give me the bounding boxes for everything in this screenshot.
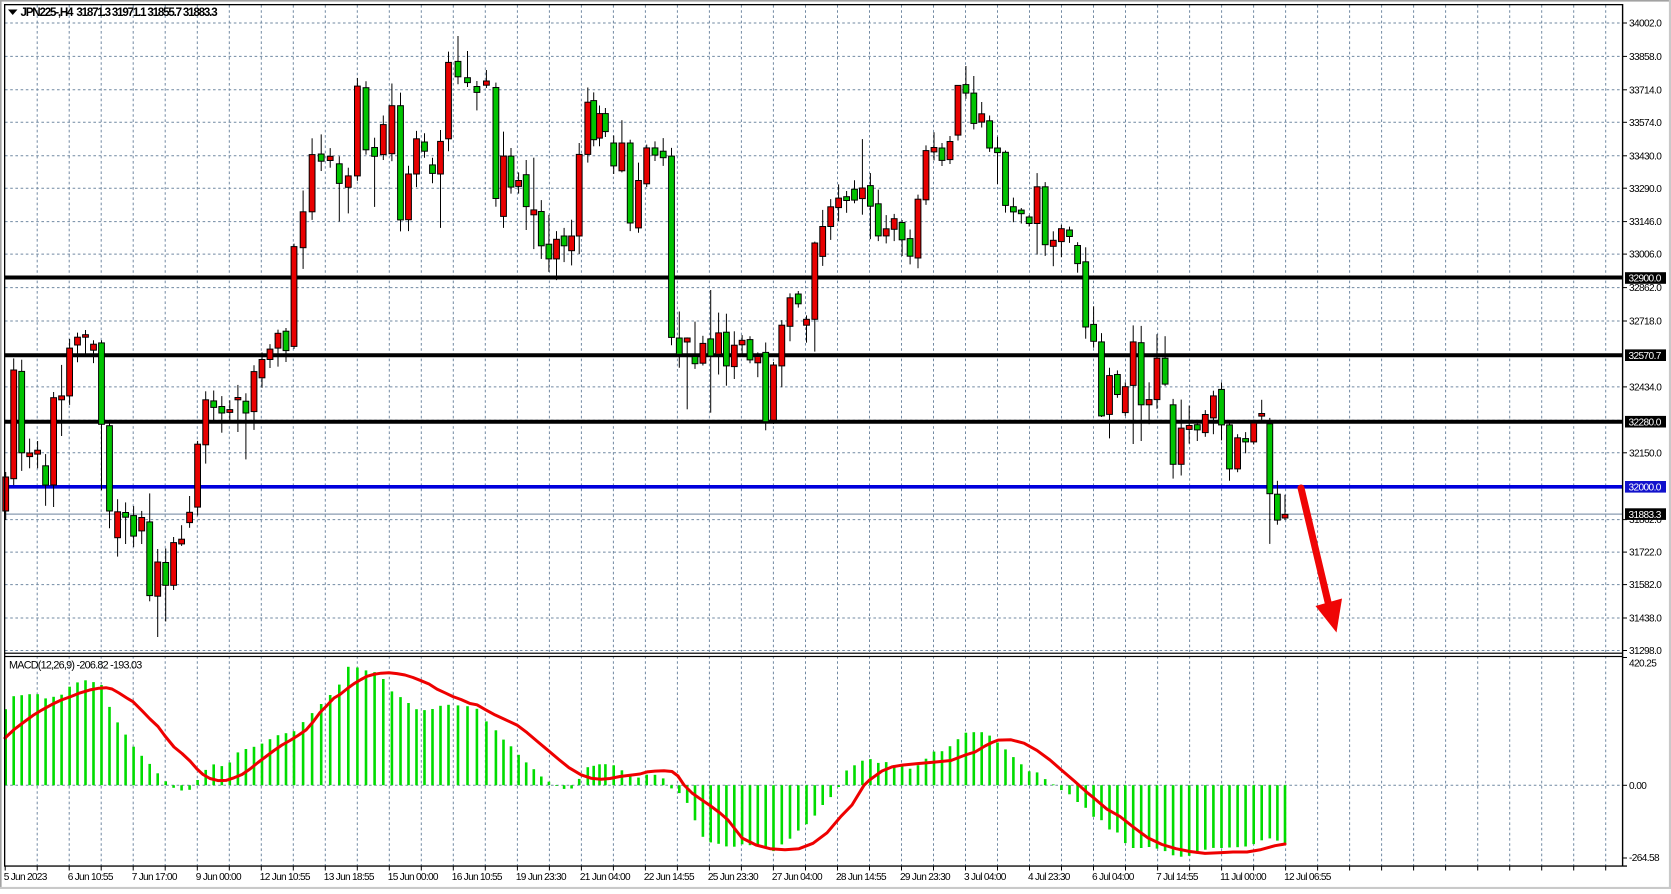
svg-text:0.00: 0.00 bbox=[1629, 781, 1647, 792]
svg-text:MACD(12,26,9) -206.82 -193.03: MACD(12,26,9) -206.82 -193.03 bbox=[9, 660, 142, 672]
svg-text:13 Jun 18:55: 13 Jun 18:55 bbox=[324, 872, 375, 883]
svg-text:33858.0: 33858.0 bbox=[1629, 52, 1662, 63]
svg-text:33006.0: 33006.0 bbox=[1629, 250, 1662, 261]
svg-text:32434.0: 32434.0 bbox=[1629, 383, 1662, 394]
svg-text:JPN225-,H4 31871.3 31971.1 31: JPN225-,H4 31871.3 31971.1 31855.7 31883… bbox=[21, 6, 219, 19]
svg-text:4 Jul 23:30: 4 Jul 23:30 bbox=[1028, 872, 1071, 883]
svg-text:7 Jul 14:55: 7 Jul 14:55 bbox=[1156, 872, 1199, 883]
svg-text:29 Jun 23:30: 29 Jun 23:30 bbox=[900, 872, 951, 883]
svg-text:32150.0: 32150.0 bbox=[1629, 448, 1662, 459]
svg-text:6 Jul 04:00: 6 Jul 04:00 bbox=[1092, 872, 1135, 883]
svg-text:28 Jun 14:55: 28 Jun 14:55 bbox=[836, 872, 887, 883]
svg-text:19 Jun 23:30: 19 Jun 23:30 bbox=[516, 872, 567, 883]
svg-text:6 Jun 10:55: 6 Jun 10:55 bbox=[68, 872, 114, 883]
svg-text:9 Jun 00:00: 9 Jun 00:00 bbox=[196, 872, 242, 883]
svg-text:34002.0: 34002.0 bbox=[1629, 19, 1662, 30]
svg-text:31862.0: 31862.0 bbox=[1629, 515, 1662, 526]
svg-text:420.25: 420.25 bbox=[1629, 659, 1657, 670]
svg-text:32570.7: 32570.7 bbox=[1629, 351, 1662, 362]
svg-text:32900.0: 32900.0 bbox=[1629, 274, 1662, 285]
svg-text:33574.0: 33574.0 bbox=[1629, 118, 1662, 129]
svg-text:32718.0: 32718.0 bbox=[1629, 317, 1662, 328]
svg-text:16 Jun 10:55: 16 Jun 10:55 bbox=[452, 872, 503, 883]
svg-text:12 Jun 10:55: 12 Jun 10:55 bbox=[260, 872, 311, 883]
svg-text:21 Jun 04:00: 21 Jun 04:00 bbox=[580, 872, 631, 883]
svg-text:33714.0: 33714.0 bbox=[1629, 85, 1662, 96]
svg-text:22 Jun 14:55: 22 Jun 14:55 bbox=[644, 872, 695, 883]
svg-text:33146.0: 33146.0 bbox=[1629, 217, 1662, 228]
svg-text:31722.0: 31722.0 bbox=[1629, 548, 1662, 559]
svg-text:11 Jul 00:00: 11 Jul 00:00 bbox=[1220, 872, 1267, 883]
svg-text:33430.0: 33430.0 bbox=[1629, 151, 1662, 162]
svg-text:33290.0: 33290.0 bbox=[1629, 184, 1662, 195]
svg-text:5 Jun 2023: 5 Jun 2023 bbox=[4, 872, 48, 883]
svg-text:-264.58: -264.58 bbox=[1629, 853, 1660, 864]
svg-text:12 Jul 06:55: 12 Jul 06:55 bbox=[1284, 872, 1332, 883]
svg-text:32000.0: 32000.0 bbox=[1629, 483, 1662, 494]
svg-text:25 Jun 23:30: 25 Jun 23:30 bbox=[708, 872, 759, 883]
svg-text:7 Jun 17:00: 7 Jun 17:00 bbox=[132, 872, 178, 883]
svg-text:31582.0: 31582.0 bbox=[1629, 580, 1662, 591]
svg-text:32862.0: 32862.0 bbox=[1629, 283, 1662, 294]
svg-text:31883.3: 31883.3 bbox=[1629, 510, 1662, 521]
svg-text:3 Jul 04:00: 3 Jul 04:00 bbox=[964, 872, 1007, 883]
svg-text:15 Jun 00:00: 15 Jun 00:00 bbox=[388, 872, 439, 883]
svg-text:27 Jun 04:00: 27 Jun 04:00 bbox=[772, 872, 823, 883]
svg-text:32280.0: 32280.0 bbox=[1629, 417, 1662, 428]
svg-text:31438.0: 31438.0 bbox=[1629, 614, 1662, 625]
svg-text:31298.0: 31298.0 bbox=[1629, 646, 1662, 657]
